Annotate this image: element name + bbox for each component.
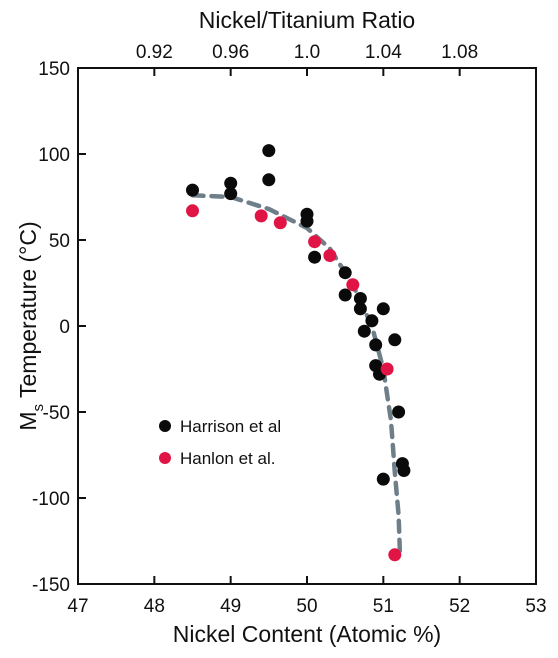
hanlon-point — [254, 209, 268, 223]
harrison-point — [353, 302, 367, 316]
harrison-point — [224, 176, 238, 190]
x-tick-label: 53 — [525, 596, 546, 617]
top-axis-title: Nickel/Titanium Ratio — [199, 7, 415, 33]
harrison-point — [365, 314, 379, 328]
hanlon-point — [388, 548, 402, 562]
harrison-point — [338, 266, 352, 280]
y-tick-label: 0 — [59, 317, 70, 338]
data-points — [186, 144, 411, 562]
legend-label-harrison: Harrison et al — [180, 417, 281, 436]
y-axis-title-main: M — [15, 411, 41, 430]
plot-frame — [77, 67, 537, 585]
x-tick-label: 48 — [144, 596, 165, 617]
x-tick-label: 49 — [220, 596, 241, 617]
x-axis-title: Nickel Content (Atomic %) — [173, 621, 441, 647]
harrison-point — [308, 250, 322, 264]
legend: Harrison et al Hanlon et al. — [159, 417, 281, 468]
y-tick-label: -50 — [43, 403, 70, 424]
y-tick-label: -100 — [32, 489, 70, 510]
hanlon-point — [323, 249, 337, 262]
y-axis-title-rest: Temperature (°C) — [15, 221, 41, 404]
trend-line-group — [190, 193, 403, 561]
x-tick-label: 47 — [67, 596, 88, 617]
harrison-point — [369, 338, 383, 352]
harrison-point — [353, 292, 367, 305]
x-axis-ticks: 47 48 49 50 51 52 53 — [67, 576, 547, 617]
legend-marker-harrison — [159, 420, 171, 432]
harrison-point — [376, 472, 390, 486]
hanlon-point — [380, 362, 394, 376]
top-tick-label: 1.0 — [294, 42, 320, 63]
harrison-point — [388, 333, 402, 347]
hanlon-point — [308, 235, 322, 249]
harrison-point — [357, 324, 371, 338]
harrison-point — [224, 187, 238, 201]
x-tick-label: 51 — [373, 596, 394, 617]
y-axis-title-subscript: s — [30, 404, 47, 412]
hanlon-point — [346, 278, 360, 292]
y-axis-ticks: 150 100 50 0 -50 -100 -150 — [32, 59, 86, 596]
legend-label-hanlon: Hanlon et al. — [180, 449, 275, 468]
y-tick-label: 100 — [38, 145, 70, 166]
harrison-point — [300, 214, 314, 228]
harrison-point — [376, 302, 390, 316]
harrison-point — [338, 288, 352, 302]
x-tick-label: 50 — [296, 596, 317, 617]
top-tick-label: 1.04 — [365, 42, 402, 63]
y-tick-label: 50 — [49, 231, 70, 252]
y-tick-label: -150 — [32, 575, 70, 596]
hanlon-point — [273, 216, 287, 230]
trend-line — [190, 193, 403, 561]
harrison-point — [397, 464, 411, 477]
x-tick-label: 52 — [449, 596, 470, 617]
top-tick-label: 0.96 — [212, 42, 249, 63]
harrison-point — [262, 144, 276, 158]
y-axis-title: Ms Temperature (°C) — [15, 221, 47, 430]
legend-marker-hanlon — [159, 452, 171, 464]
harrison-point — [262, 173, 276, 187]
hanlon-point — [186, 204, 199, 218]
harrison-point — [186, 183, 199, 197]
y-tick-label: 150 — [38, 59, 70, 80]
top-axis-ticks: 0.92 0.96 1.0 1.04 1.08 — [136, 42, 478, 76]
top-tick-label: 0.92 — [136, 42, 173, 63]
top-tick-label: 1.08 — [441, 42, 478, 63]
harrison-point — [392, 405, 406, 419]
